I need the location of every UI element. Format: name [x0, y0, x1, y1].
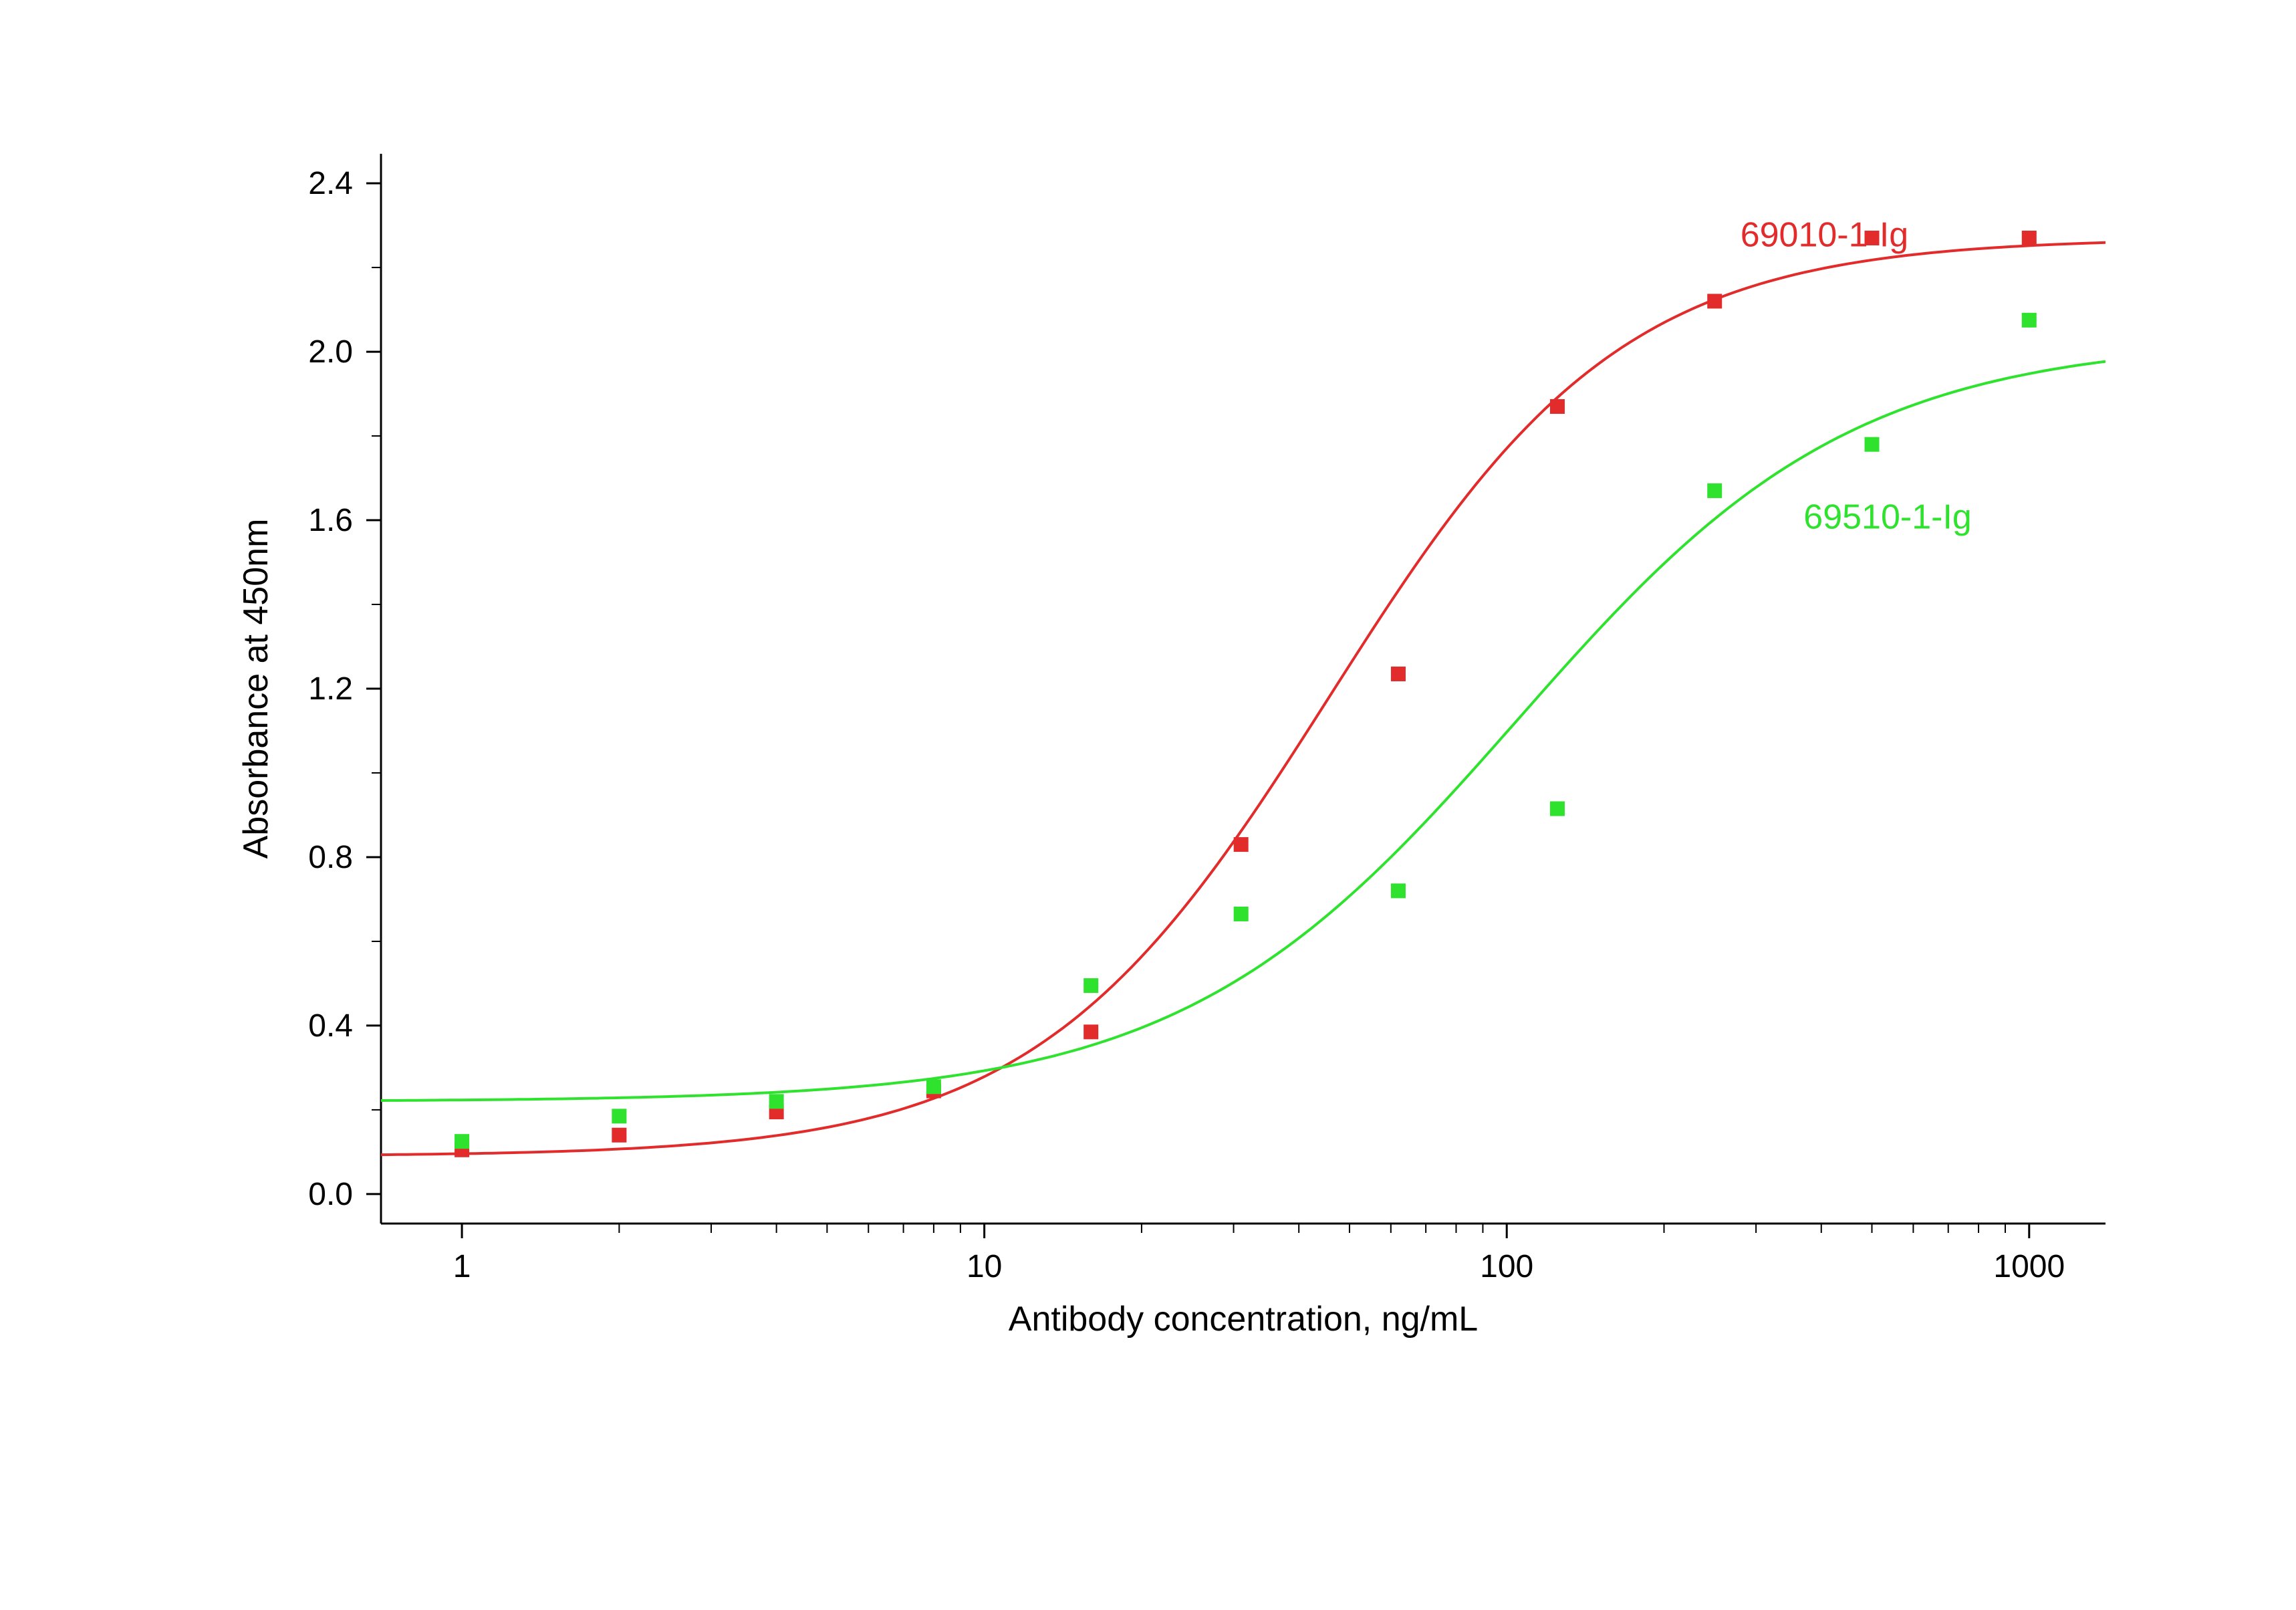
series-label: 69010-1-Ig [1741, 216, 1909, 255]
x-tick-label: 10 [967, 1249, 1002, 1284]
y-tick-label: 0.4 [308, 1008, 353, 1044]
data-point [1083, 978, 1098, 993]
data-point [1707, 294, 1722, 308]
data-point [1707, 483, 1722, 498]
dose-response-chart: 1 10 100 1000 0.0 0.4 0.8 1.2 1.6 2.0 2.4 Antibody … [0, 0, 2296, 1610]
data-point [1391, 667, 1406, 681]
data-point [612, 1109, 626, 1123]
data-point [1083, 1024, 1098, 1039]
y-tick-label: 0.0 [308, 1177, 353, 1212]
x-tick-label: 1 [453, 1249, 471, 1284]
data-point [1550, 802, 1565, 816]
data-point [612, 1128, 626, 1143]
y-tick-label: 0.8 [308, 840, 353, 875]
data-point [455, 1134, 469, 1149]
data-point [2022, 313, 2037, 328]
series-label: 69510-1-Ig [1803, 498, 1972, 537]
data-point [1391, 883, 1406, 898]
data-point [1550, 399, 1565, 414]
x-tick-label: 100 [1480, 1249, 1533, 1284]
data-point [1234, 837, 1249, 852]
y-tick-label: 2.0 [308, 334, 353, 370]
y-tick-label: 1.6 [308, 503, 353, 538]
data-point [926, 1079, 941, 1094]
data-point [2022, 231, 2037, 245]
data-point [769, 1094, 784, 1109]
x-axis-label: Antibody concentration, ng/mL [1009, 1300, 1478, 1339]
data-point [1234, 907, 1249, 921]
y-axis-label: Absorbance at 450nm [237, 519, 275, 859]
chart-container: 1 10 100 1000 0.0 0.4 0.8 1.2 1.6 2.0 2.4 Antibody … [0, 0, 2296, 1610]
x-tick-label: 1000 [1993, 1249, 2065, 1284]
y-tick-label: 2.4 [308, 166, 353, 201]
data-point [1865, 437, 1880, 452]
y-tick-label: 1.2 [308, 671, 353, 707]
